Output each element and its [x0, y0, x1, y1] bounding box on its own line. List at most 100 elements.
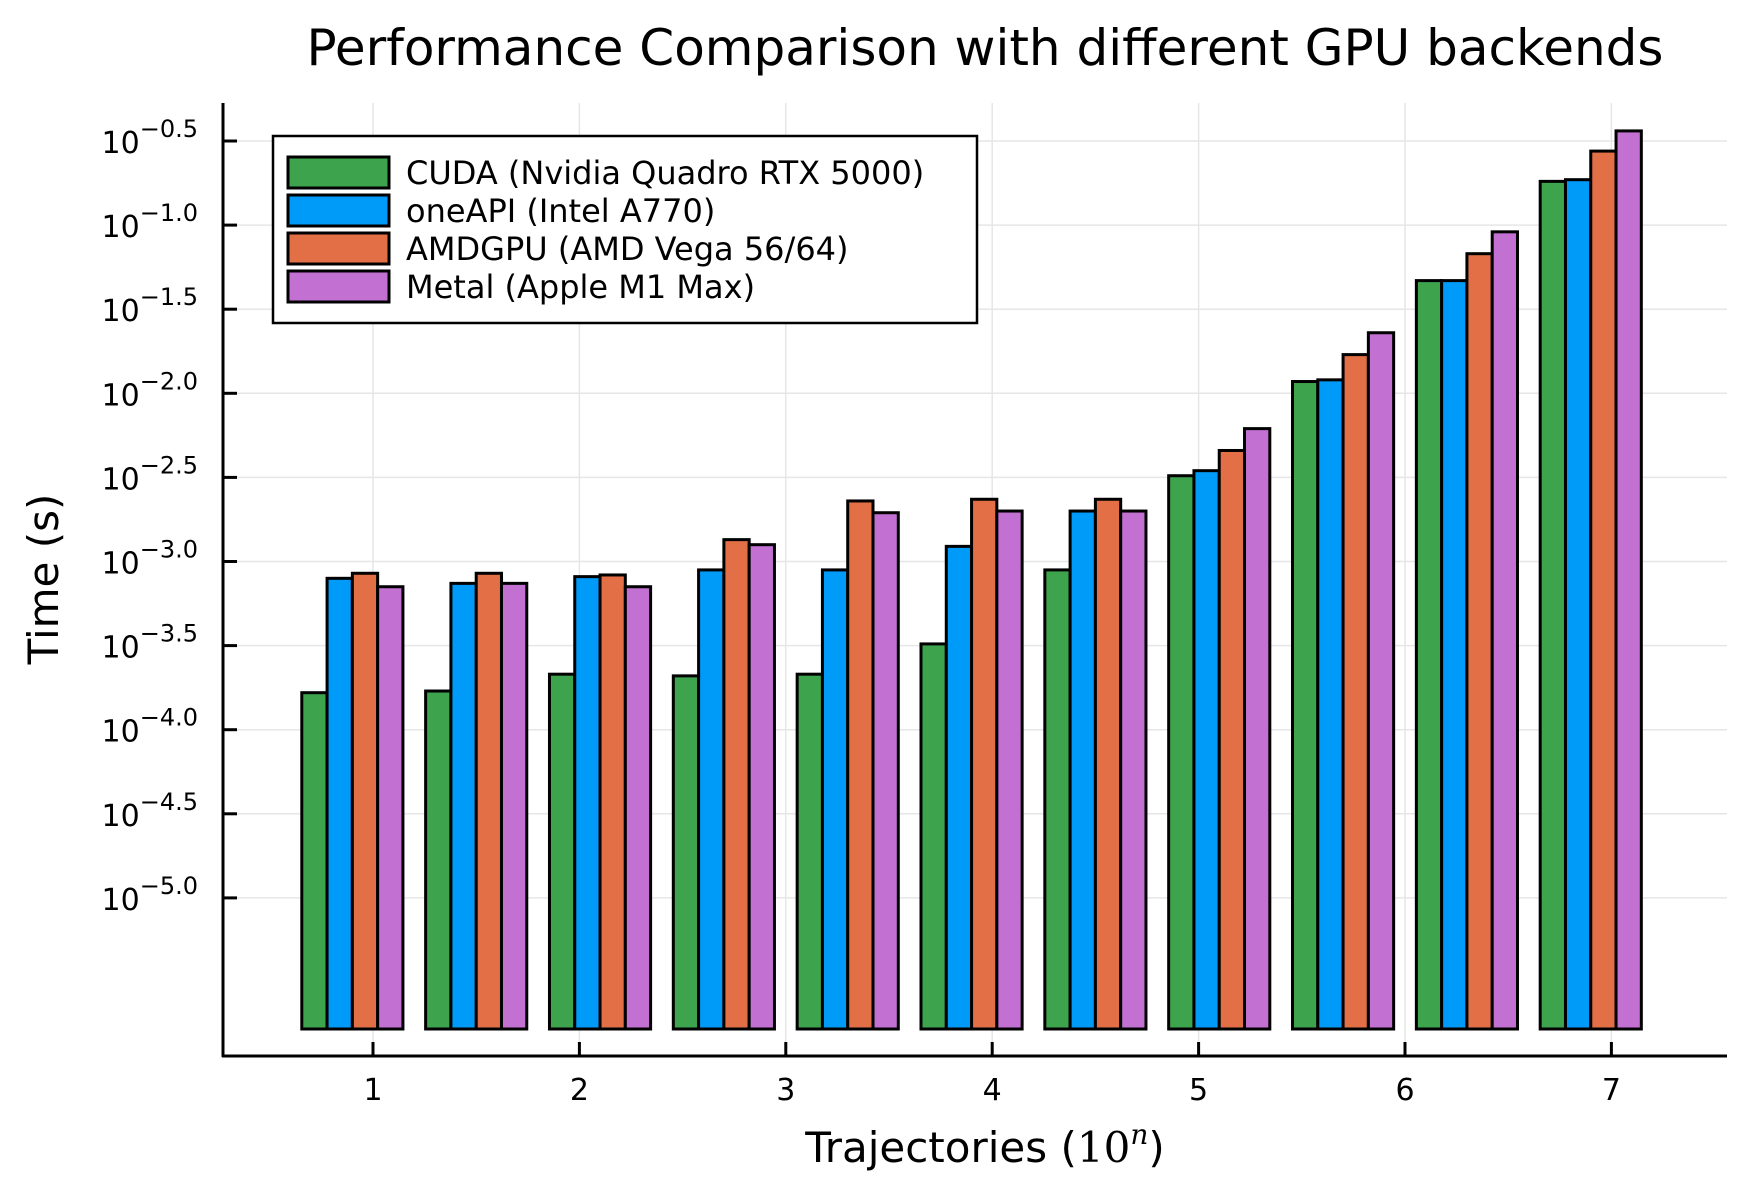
- x-tick-label: 5: [1189, 1073, 1208, 1108]
- y-tick-label-exponent: −4.5: [140, 788, 198, 816]
- y-tick-label-base: 10: [102, 378, 140, 413]
- x-tick-label: 4: [983, 1073, 1002, 1108]
- bar-oneapi: [820, 568, 850, 1031]
- bar-amdgpu: [350, 571, 380, 1031]
- y-tick-label-exponent: −4.0: [140, 704, 198, 732]
- bar-metal: [1490, 230, 1519, 1031]
- y-tick-label-exponent: −2.0: [140, 367, 198, 395]
- y-tick-label-base: 10: [102, 715, 140, 750]
- legend-label: oneAPI (Intel A770): [406, 192, 715, 230]
- bar-group: [1414, 230, 1519, 1031]
- bar-amdgpu: [846, 499, 875, 1031]
- y-tick-label-exponent: −0.5: [140, 115, 198, 143]
- bar-group: [795, 499, 900, 1031]
- x-axis-label-base: 10: [1077, 1123, 1130, 1172]
- y-tick-label: 10−5.0: [102, 872, 198, 918]
- y-tick-label: 10−3.5: [102, 620, 198, 666]
- bar-cuda: [795, 672, 824, 1031]
- bars: [300, 129, 1643, 1031]
- y-tick-label-base: 10: [102, 799, 140, 834]
- y-tick-label-exponent: −3.5: [140, 620, 198, 648]
- legend-item: Metal (Apple M1 Max): [286, 268, 755, 306]
- bar-amdgpu: [970, 497, 999, 1031]
- y-tick-label-exponent: −1.0: [140, 199, 198, 227]
- bar-oneapi: [1068, 509, 1097, 1031]
- y-tick-label-base: 10: [102, 883, 140, 918]
- bar-amdgpu: [1589, 149, 1618, 1031]
- bar-amdgpu: [1465, 252, 1494, 1031]
- y-tick-label-base: 10: [102, 631, 140, 666]
- y-tick-label: 10−2.0: [102, 367, 198, 413]
- bar-amdgpu: [1093, 497, 1123, 1031]
- bar-cuda: [1538, 179, 1567, 1031]
- bar-metal: [871, 511, 900, 1031]
- bar-group: [1538, 129, 1643, 1031]
- bar-group: [671, 538, 776, 1031]
- bar-oneapi: [697, 568, 726, 1031]
- y-axis-label: Time (s): [19, 494, 68, 666]
- y-tick-label-base: 10: [102, 547, 140, 582]
- x-axis-label-space: [1047, 1123, 1060, 1172]
- legend-item: oneAPI (Intel A770): [286, 192, 715, 230]
- bar-metal: [1119, 509, 1148, 1031]
- y-tick-label: 10−1.0: [102, 199, 198, 245]
- bar-amdgpu: [474, 571, 503, 1031]
- bar-group: [300, 571, 405, 1031]
- x-axis-label-open-paren: (: [1061, 1123, 1077, 1172]
- legend-swatch: [286, 155, 391, 190]
- x-axis-label-close-paren: ): [1148, 1123, 1164, 1172]
- y-tick-label-exponent: −1.5: [140, 283, 198, 311]
- y-tick-label: 10−0.5: [102, 115, 198, 161]
- bar-cuda: [1167, 474, 1196, 1031]
- bar-oneapi: [1192, 469, 1221, 1031]
- bar-cuda: [671, 674, 701, 1031]
- bar-oneapi: [449, 581, 478, 1031]
- bar-group: [547, 573, 653, 1031]
- bar-cuda: [300, 691, 329, 1031]
- bar-group: [919, 497, 1024, 1031]
- x-tick-label: 2: [570, 1073, 589, 1108]
- legend-label: CUDA (Nvidia Quadro RTX 5000): [406, 154, 924, 192]
- y-ticks: 10−0.510−1.010−1.510−2.010−2.510−3.010−3…: [102, 115, 237, 918]
- x-tick-label: 1: [363, 1073, 382, 1108]
- bar-metal: [376, 585, 405, 1031]
- bar-metal: [499, 581, 529, 1031]
- bar-cuda: [1043, 568, 1072, 1031]
- bar-cuda: [547, 672, 577, 1031]
- bar-amdgpu: [598, 573, 627, 1031]
- legend-label: AMDGPU (AMD Vega 56/64): [406, 230, 849, 268]
- y-tick-label-exponent: −2.5: [140, 451, 198, 479]
- legend-label: Metal (Apple M1 Max): [406, 268, 755, 306]
- bar-group: [1291, 331, 1396, 1031]
- bar-cuda: [424, 689, 453, 1031]
- x-ticks: 1 2 3 4 5 6 7: [363, 1042, 1621, 1108]
- x-tick-label: 6: [1395, 1073, 1414, 1108]
- x-tick-label: 3: [776, 1073, 795, 1108]
- y-tick-label: 10−2.5: [102, 451, 198, 497]
- bar-oneapi: [1440, 279, 1469, 1031]
- bar-metal: [995, 509, 1024, 1031]
- bar-group: [424, 571, 529, 1031]
- legend-item: AMDGPU (AMD Vega 56/64): [286, 230, 849, 268]
- legend: CUDA (Nvidia Quadro RTX 5000)oneAPI (Int…: [271, 134, 979, 325]
- y-tick-label: 10−1.5: [102, 283, 198, 329]
- bar-metal: [1366, 331, 1396, 1031]
- bar-amdgpu: [722, 538, 751, 1031]
- y-tick-label-base: 10: [102, 462, 140, 497]
- bar-amdgpu: [1341, 353, 1370, 1031]
- legend-swatch: [286, 193, 391, 228]
- bar-oneapi: [573, 575, 602, 1031]
- bar-group: [1043, 497, 1148, 1031]
- y-tick-label: 10−4.5: [102, 788, 198, 834]
- x-axis-label: Trajectories (10n): [804, 1118, 1165, 1172]
- bar-amdgpu: [1217, 448, 1247, 1031]
- bar-metal: [1243, 427, 1272, 1031]
- bar-cuda: [1414, 279, 1444, 1031]
- y-tick-label-base: 10: [102, 126, 140, 161]
- x-axis-label-text: Trajectories: [804, 1123, 1047, 1172]
- legend-swatch: [286, 231, 391, 266]
- x-axis-label-exponent: n: [1130, 1118, 1148, 1151]
- bar-oneapi: [1563, 178, 1593, 1031]
- bar-cuda: [919, 642, 948, 1031]
